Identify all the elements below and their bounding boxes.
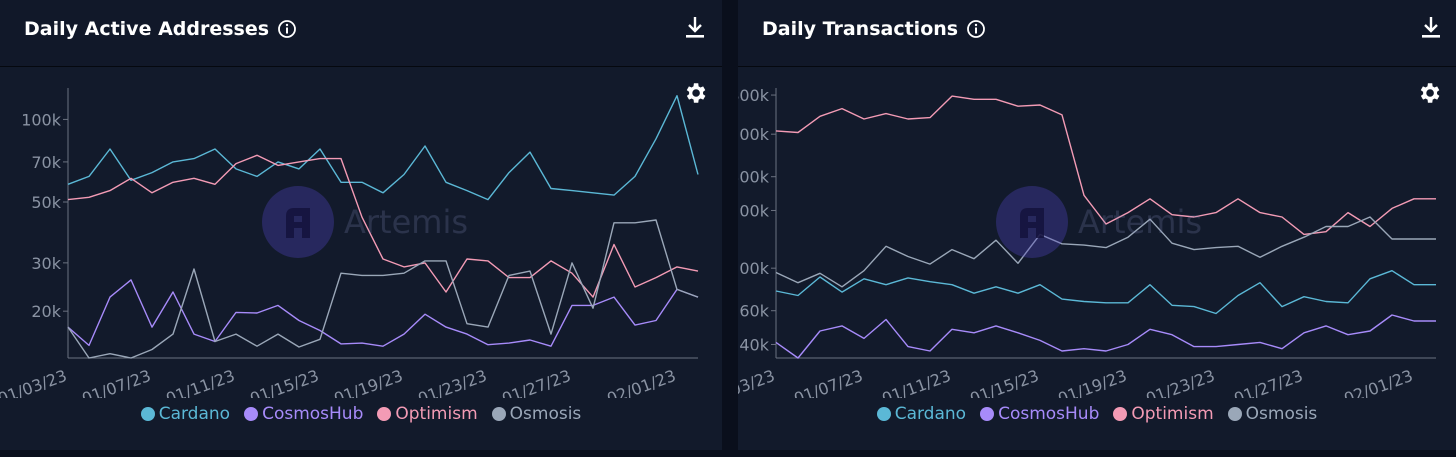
watermark-text: Artemis <box>344 203 469 241</box>
legend-item-osmosis[interactable]: Osmosis <box>491 404 582 424</box>
legend-item-cosmoshub[interactable]: CosmosHub <box>980 404 1099 424</box>
x-tick-label: 01/03/23 <box>0 366 69 398</box>
panel-title-text: Daily Transactions <box>762 18 959 40</box>
series-line-cardano[interactable] <box>775 269 1436 315</box>
daily-transactions-panel: Daily Transactions 40k 60k 100k 200k 300k 500… <box>738 0 1456 450</box>
x-tick-label: 01/11/23 <box>879 366 953 398</box>
x-tick-label: 01/23/23 <box>1143 366 1217 398</box>
x-tick-label: 01/07/23 <box>791 366 865 398</box>
panel-header: Daily Transactions <box>738 0 1456 67</box>
artemis-logo-icon <box>996 186 1068 258</box>
legend-label: CosmosHub <box>998 404 1100 424</box>
x-tick-label: 01/03/23 <box>738 366 777 398</box>
watermark: Artemis <box>262 186 468 258</box>
y-tick-label: 60k <box>739 302 769 321</box>
legend-marker <box>1113 407 1128 421</box>
y-tick-label: 800k <box>738 86 770 105</box>
panel-title: Daily Active Addresses <box>24 18 297 40</box>
panel-title: Daily Transactions <box>762 18 986 40</box>
legend-label: Cardano <box>158 404 231 424</box>
series-line-optimism[interactable] <box>67 154 699 298</box>
x-tick-label: 01/11/23 <box>163 366 237 398</box>
y-tick-label: 30k <box>31 254 61 273</box>
legend-marker <box>377 407 392 421</box>
artemis-logo-icon <box>262 186 334 258</box>
legend-marker <box>1227 407 1242 421</box>
x-tick-label: 01/23/23 <box>415 366 489 398</box>
chart-legend: Cardano CosmosHub Optimism Osmosis <box>0 404 722 424</box>
legend-item-cardano[interactable]: Cardano <box>140 404 231 424</box>
x-tick-label: 01/19/23 <box>331 366 405 398</box>
y-tick-label: 100k <box>738 259 770 278</box>
watermark: Artemis <box>996 186 1202 258</box>
daily-active-addresses-panel: Daily Active Addresses 20k 30k 50k 70k 100k 0… <box>0 0 722 450</box>
legend-label: CosmosHub <box>262 404 364 424</box>
info-icon[interactable] <box>277 19 297 39</box>
series-line-osmosis[interactable] <box>67 219 699 359</box>
y-tick-label: 20k <box>31 302 61 321</box>
y-tick-label: 70k <box>31 153 61 172</box>
legend-label: Osmosis <box>509 404 582 424</box>
legend-item-cardano[interactable]: Cardano <box>876 404 967 424</box>
series-line-cosmoshub[interactable] <box>67 279 699 347</box>
legend-marker <box>140 407 155 421</box>
legend-item-optimism[interactable]: Optimism <box>377 404 478 424</box>
legend-label: Optimism <box>1131 404 1214 424</box>
y-tick-label: 40k <box>739 335 769 354</box>
gear-icon[interactable] <box>1416 80 1442 106</box>
legend-marker <box>980 407 995 421</box>
y-tick-label: 100k <box>21 110 62 129</box>
download-icon[interactable] <box>682 14 708 42</box>
panel-title-text: Daily Active Addresses <box>24 18 270 40</box>
series-line-optimism[interactable] <box>775 95 1436 236</box>
legend-label: Osmosis <box>1245 404 1318 424</box>
legend-item-optimism[interactable]: Optimism <box>1113 404 1214 424</box>
x-tick-label: 01/15/23 <box>967 366 1041 398</box>
legend-label: Optimism <box>395 404 478 424</box>
legend-marker <box>876 407 891 421</box>
legend-item-osmosis[interactable]: Osmosis <box>1227 404 1318 424</box>
gear-icon[interactable] <box>682 80 708 106</box>
series-line-cardano[interactable] <box>67 95 699 201</box>
download-icon[interactable] <box>1418 14 1444 42</box>
daily-active-addresses-chart: 20k 30k 50k 70k 100k 01/03/23 01/07/23 01/11/23… <box>0 88 699 398</box>
x-tick-label: 01/19/23 <box>1055 366 1129 398</box>
x-tick-label: 01/07/23 <box>79 366 153 398</box>
series-line-cosmoshub[interactable] <box>775 314 1436 359</box>
y-tick-label: 200k <box>738 201 770 220</box>
panel-header: Daily Active Addresses <box>0 0 722 67</box>
y-tick-label: 50k <box>31 193 61 212</box>
x-tick-label: 01/27/23 <box>1231 366 1305 398</box>
x-tick-label: 01/27/23 <box>499 366 573 398</box>
daily-transactions-chart: 40k 60k 100k 200k 300k 500k 800k 01/03/23 01/07/… <box>738 86 1436 398</box>
watermark-text: Artemis <box>1078 203 1203 241</box>
x-tick-label: 02/01/23 <box>1341 366 1415 398</box>
legend-item-cosmoshub[interactable]: CosmosHub <box>244 404 363 424</box>
legend-label: Cardano <box>894 404 967 424</box>
x-tick-label: 01/15/23 <box>247 366 321 398</box>
info-icon[interactable] <box>966 19 986 39</box>
legend-marker <box>491 407 506 421</box>
y-tick-label: 300k <box>738 168 770 187</box>
chart-legend: Cardano CosmosHub Optimism Osmosis <box>738 404 1456 424</box>
series-line-osmosis[interactable] <box>775 216 1436 288</box>
legend-marker <box>244 407 259 421</box>
x-tick-label: 02/01/23 <box>604 366 678 398</box>
y-tick-label: 500k <box>738 125 770 144</box>
